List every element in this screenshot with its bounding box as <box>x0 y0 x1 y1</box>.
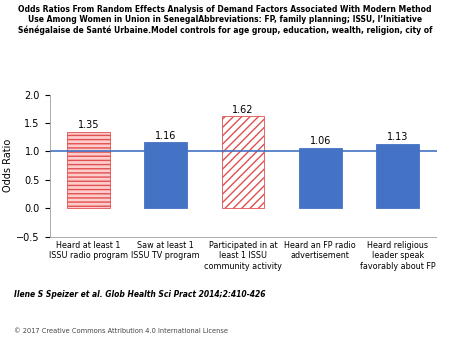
Bar <box>299 148 342 208</box>
Text: 1.13: 1.13 <box>387 132 408 142</box>
Text: 1.16: 1.16 <box>155 130 176 141</box>
Legend: P ≤ .05, P ≤ .10, Not significant: P ≤ .05, P ≤ .10, Not significant <box>148 337 338 338</box>
Text: 1.35: 1.35 <box>77 120 99 130</box>
Y-axis label: Odds Ratio: Odds Ratio <box>4 139 13 192</box>
Text: © 2017 Creative Commons Attribution 4.0 International License: © 2017 Creative Commons Attribution 4.0 … <box>14 328 228 334</box>
Bar <box>222 116 264 208</box>
Text: 1.06: 1.06 <box>310 136 331 146</box>
Text: Ilene S Speizer et al. Glob Health Sci Pract 2014;2:410-426: Ilene S Speizer et al. Glob Health Sci P… <box>14 290 265 299</box>
Bar <box>376 144 419 208</box>
Bar <box>67 131 110 208</box>
Text: 1.62: 1.62 <box>232 104 254 115</box>
Text: Odds Ratios From Random Effects Analysis of Demand Factors Associated With Moder: Odds Ratios From Random Effects Analysis… <box>18 5 432 35</box>
Bar <box>144 142 187 208</box>
